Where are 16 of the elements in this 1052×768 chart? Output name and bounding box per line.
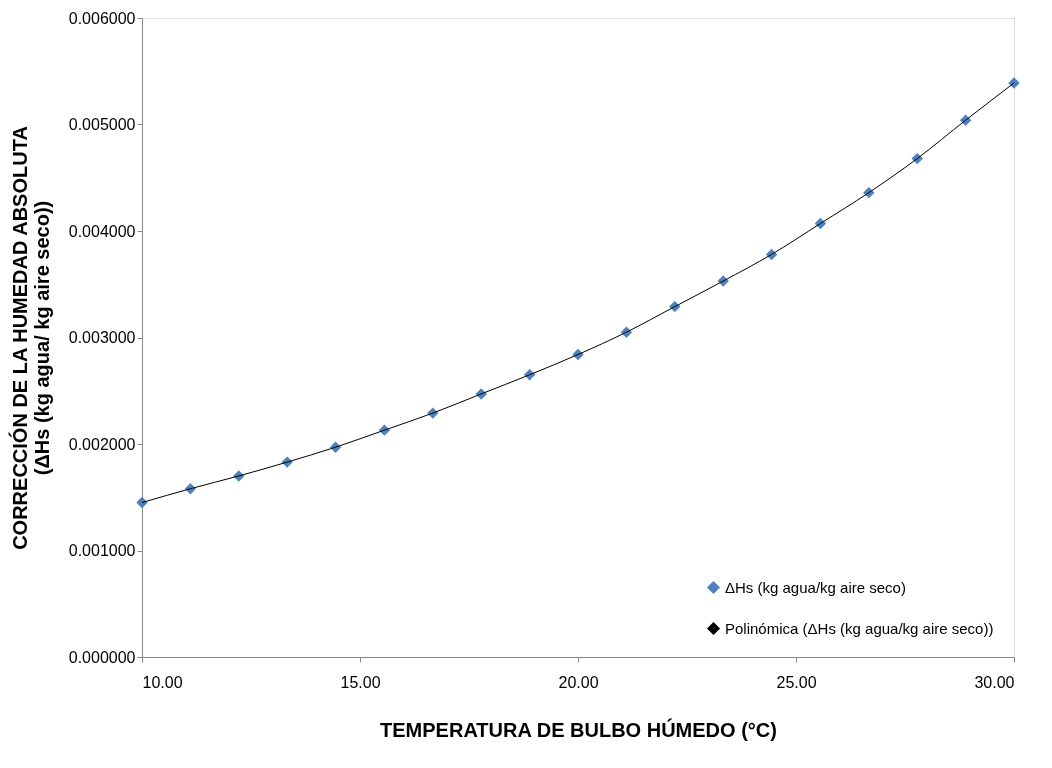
x-tick-label: 30.00 [974, 673, 1015, 691]
x-tick-label: 15.00 [340, 673, 381, 691]
y-tick-label: 0.002000 [68, 435, 136, 453]
y-tick-label: 0.000000 [68, 648, 136, 666]
y-tick-label: 0.001000 [68, 542, 136, 559]
y-tick-label: 0.005000 [68, 116, 136, 133]
legend-label: ΔHs (kg agua/kg aire seco) [725, 578, 906, 596]
x-axis-title: TEMPERATURA DE BULBO HÚMEDO (°C) [380, 717, 777, 741]
legend-label: Polinómica (ΔHs (kg agua/kg aire seco)) [725, 619, 994, 637]
y-tick-label: 0.006000 [68, 9, 136, 27]
y-axis-title: CORRECCIÓN DE LA HUMEDAD ABSOLUTA (ΔHs (kg agua/ kg aire seco)) [7, 126, 53, 550]
y-tick-label: 0.004000 [68, 222, 136, 240]
x-tick-label: 25.00 [776, 673, 817, 691]
x-tick-label: 10.00 [142, 673, 183, 691]
y-tick-label: 0.003000 [68, 329, 136, 346]
x-tick-label: 20.00 [558, 673, 599, 691]
